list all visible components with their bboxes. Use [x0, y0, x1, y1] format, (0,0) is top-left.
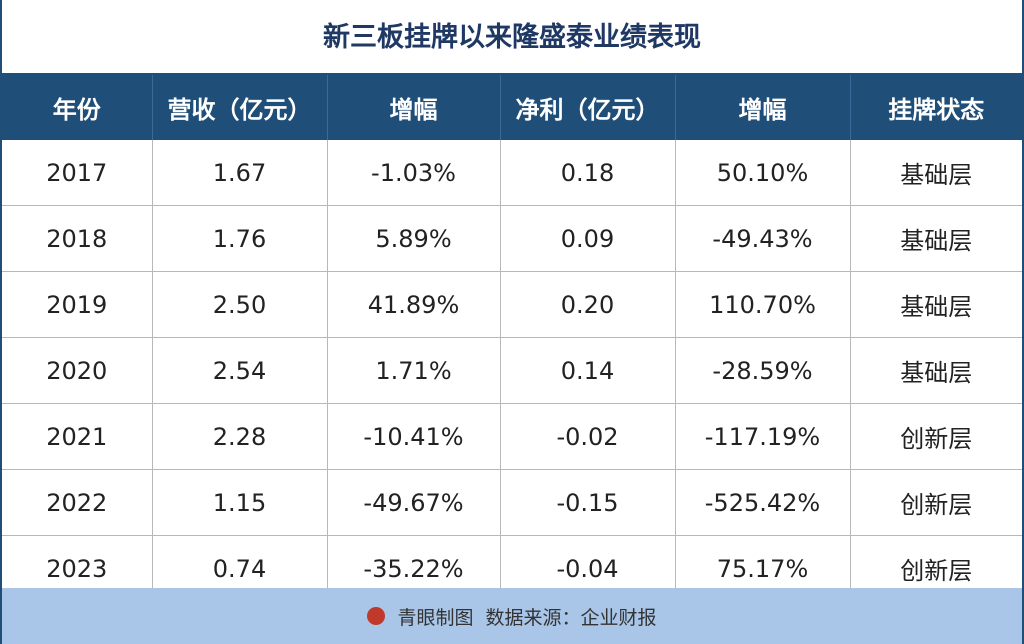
table-cell: 5.89%: [326, 205, 501, 272]
table-cell: 2020: [2, 337, 153, 404]
table-row: 2021 2.28 -10.41% -0.02 -117.19% 创新层: [2, 403, 1022, 470]
table-cell: 50.10%: [674, 140, 851, 206]
table-cell: 基础层: [849, 337, 1022, 404]
table-cell: 2.50: [151, 271, 328, 338]
table-cell: 110.70%: [674, 271, 851, 338]
header-cell: 增幅: [675, 75, 851, 140]
table-cell: 2019: [2, 271, 153, 338]
table-cell: 1.15: [151, 469, 328, 536]
table-cell: 基础层: [849, 140, 1022, 206]
table-cell: 41.89%: [326, 271, 501, 338]
header-cell: 净利（亿元）: [500, 75, 676, 140]
table-cell: 0.20: [499, 271, 676, 338]
table-cell: 2017: [2, 140, 153, 206]
table-cell: -1.03%: [326, 140, 501, 206]
header-cell: 增幅: [327, 75, 501, 140]
header-cell: 营收（亿元）: [152, 75, 328, 140]
header-row: 年份 营收（亿元） 增幅 净利（亿元） 增幅 挂牌状态: [2, 75, 1022, 140]
table-cell: -117.19%: [674, 403, 851, 470]
table-cell: 2018: [2, 205, 153, 272]
table-cell: -49.43%: [674, 205, 851, 272]
table-cell: 0.18: [499, 140, 676, 206]
table-cell: 基础层: [849, 205, 1022, 272]
table-cell: 1.67: [151, 140, 328, 206]
table-cell: 1.71%: [326, 337, 501, 404]
footer: 青眼制图 数据来源：企业财报: [2, 588, 1022, 644]
header-cell: 挂牌状态: [850, 75, 1022, 140]
table-cell: -0.15: [499, 469, 676, 536]
table-row: 2018 1.76 5.89% 0.09 -49.43% 基础层: [2, 205, 1022, 272]
logo: [367, 607, 386, 625]
table-row: 2020 2.54 1.71% 0.14 -28.59% 基础层: [2, 337, 1022, 404]
table-cell: 2021: [2, 403, 153, 470]
table-cell: 创新层: [849, 469, 1022, 536]
footer-brand: 青眼制图: [397, 606, 474, 629]
header-cell: 年份: [2, 75, 153, 140]
table-cell: 2.54: [151, 337, 328, 404]
table-cell: 2.28: [151, 403, 328, 470]
table-cell: 创新层: [849, 403, 1022, 470]
table-row: 2017 1.67 -1.03% 0.18 50.10% 基础层: [2, 140, 1022, 206]
table-cell: 1.76: [151, 205, 328, 272]
table-cell: 2022: [2, 469, 153, 536]
table-cell: 0.09: [499, 205, 676, 272]
table-cell: -10.41%: [326, 403, 501, 470]
table-row: 2022 1.15 -49.67% -0.15 -525.42% 创新层: [2, 469, 1022, 536]
table-cell: -525.42%: [674, 469, 851, 536]
table-cell: 基础层: [849, 271, 1022, 338]
table-cell: 0.14: [499, 337, 676, 404]
table-row: 2019 2.50 41.89% 0.20 110.70% 基础层: [2, 271, 1022, 338]
table-cell: -49.67%: [326, 469, 501, 536]
table-cell: -0.02: [499, 403, 676, 470]
footer-source: 数据来源：企业财报: [485, 606, 657, 629]
title: 新三板挂牌以来隆盛泰业绩表现: [2, 0, 1022, 75]
table-cell: -28.59%: [674, 337, 851, 404]
data-table: 年份 营收（亿元） 增幅 净利（亿元） 增幅 挂牌状态 2017 1.67 -1.03% 0.1…: [2, 75, 1022, 602]
